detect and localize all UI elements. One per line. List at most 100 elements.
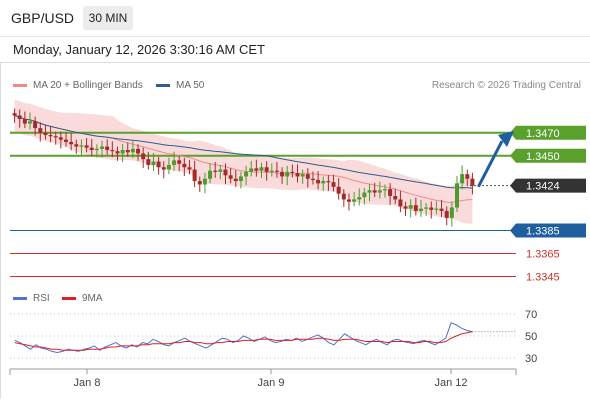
forecast-arrow-shaft — [477, 140, 504, 188]
candle — [12, 113, 17, 116]
candle — [228, 175, 233, 179]
candle — [233, 178, 238, 182]
candle — [413, 205, 418, 211]
pivot-label-3: 1.3385 — [526, 226, 560, 238]
x-axis-label: Jan 12 — [434, 377, 467, 389]
candle — [424, 207, 429, 209]
candle — [280, 171, 285, 177]
candle — [357, 197, 362, 200]
timestamp: Monday, January 12, 2026 3:30:16 AM CET — [13, 42, 265, 57]
candle — [69, 141, 74, 145]
candle — [367, 190, 372, 193]
candle — [115, 151, 120, 154]
resistance-label-1: 1.3450 — [526, 151, 560, 163]
candle — [454, 183, 459, 208]
candle — [444, 210, 449, 218]
candle — [398, 199, 403, 207]
candle — [130, 148, 135, 153]
rsi-ma-line — [14, 331, 473, 351]
candle — [377, 190, 382, 193]
candle — [94, 148, 99, 151]
candle — [58, 137, 63, 140]
symbol-title: GBP/USD — [11, 10, 75, 26]
bollinger-band — [14, 99, 473, 224]
header: GBP/USD 30 MIN — [0, 0, 590, 36]
candle — [22, 118, 27, 124]
candle — [187, 167, 192, 170]
rsi-tick-label: 70 — [525, 309, 537, 321]
rsi-line — [14, 322, 473, 354]
candle — [295, 173, 300, 177]
candle — [64, 139, 69, 142]
candle — [300, 174, 305, 177]
candle — [326, 181, 331, 183]
candle — [89, 147, 94, 150]
candle — [316, 179, 321, 184]
candle — [84, 145, 89, 148]
candle — [382, 189, 387, 191]
candle — [336, 186, 341, 194]
candle — [43, 132, 48, 136]
candle — [125, 150, 130, 153]
candle — [182, 163, 187, 168]
candle — [285, 171, 290, 177]
candle — [393, 196, 398, 200]
legend-ma50-label: MA 50 — [176, 80, 205, 91]
candle — [310, 178, 315, 180]
candle — [341, 193, 346, 200]
credit-text: Research © 2026 Trading Central — [431, 80, 581, 91]
chart-frame — [0, 62, 590, 399]
candle — [249, 168, 254, 172]
candle — [290, 171, 295, 174]
candle — [48, 135, 53, 137]
candle — [192, 169, 197, 182]
candle — [38, 128, 43, 133]
resistance-label-0: 1.3470 — [526, 128, 560, 140]
timeframe-button[interactable]: 30 MIN — [83, 6, 133, 30]
candle — [197, 181, 202, 185]
candle — [244, 171, 249, 177]
rsi-tick-label: 50 — [525, 331, 537, 343]
candle — [100, 146, 105, 149]
candle — [274, 170, 279, 172]
candle — [161, 167, 166, 170]
candle — [305, 174, 310, 179]
resistance-tag-1 — [516, 148, 586, 163]
candle — [33, 121, 38, 129]
candle — [254, 168, 259, 171]
candle — [434, 208, 439, 210]
candle — [223, 169, 228, 176]
legend-rsi-label: RSI — [33, 293, 50, 304]
legend-ma20-label: MA 20 + Bollinger Bands — [33, 80, 143, 91]
candle — [372, 190, 377, 193]
x-axis-label: Jan 8 — [74, 377, 101, 389]
candle — [321, 181, 326, 184]
candle — [141, 153, 146, 160]
resistance-tag-arrow-1 — [510, 148, 516, 163]
candle — [418, 208, 423, 211]
candle — [218, 169, 223, 172]
candle — [74, 144, 79, 147]
x-axis-label: Jan 9 — [258, 377, 285, 389]
resistance-tag-0 — [516, 125, 586, 140]
candle — [156, 161, 161, 168]
current-price-tag-arrow — [510, 178, 516, 193]
candle — [213, 170, 218, 172]
candle — [460, 174, 465, 184]
candle — [439, 208, 444, 211]
candle — [362, 192, 367, 198]
legend-ma20-bb: MA 20 + Bollinger Bands — [13, 80, 143, 91]
candle — [110, 150, 115, 152]
ma50-line — [14, 115, 473, 189]
candle — [177, 160, 182, 164]
candle — [346, 199, 351, 202]
candle — [79, 145, 84, 147]
forecast-arrow-head — [498, 131, 514, 148]
candle — [264, 167, 269, 172]
legend-ma50-swatch — [156, 84, 170, 87]
legend-ma20-swatch — [13, 84, 27, 87]
current-price-tag — [516, 178, 586, 193]
header-divider — [0, 36, 590, 37]
candle — [166, 164, 171, 170]
